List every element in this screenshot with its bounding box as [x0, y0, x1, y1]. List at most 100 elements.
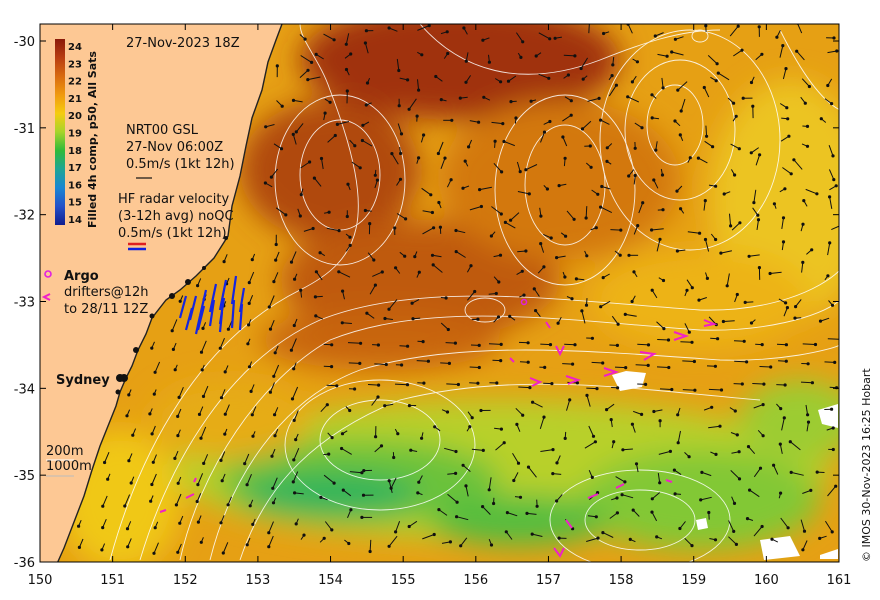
current-vector-head: [406, 78, 410, 82]
current-vector-head: [387, 544, 391, 548]
current-vector: [408, 98, 417, 110]
current-vector-head: [787, 134, 791, 138]
current-vector-head: [679, 207, 683, 211]
current-vector: [348, 362, 360, 364]
current-vector-head: [749, 321, 754, 325]
current-vector: [608, 84, 617, 97]
current-vector-head: [661, 278, 666, 283]
drifter-tracks: [159, 319, 718, 558]
current-vector-head: [785, 106, 789, 110]
current-vector-head: [673, 119, 677, 123]
current-vector-head: [596, 192, 600, 196]
current-vector-head: [654, 148, 658, 152]
current-vector-head: [733, 409, 737, 413]
current-vector-head: [247, 365, 252, 369]
current-vector-head: [101, 504, 105, 508]
current-vector-head: [279, 147, 284, 151]
current-vector: [467, 291, 476, 301]
current-vector-head: [550, 382, 554, 386]
current-vector-head: [473, 289, 477, 294]
current-vector: [391, 153, 399, 165]
current-vector-head: [499, 212, 503, 216]
current-vector-head: [508, 314, 512, 318]
current-vector: [469, 206, 482, 211]
current-vector: [203, 385, 209, 397]
current-vector: [362, 140, 373, 147]
current-vector: [455, 251, 466, 258]
current-vector: [781, 217, 784, 229]
current-vector: [326, 227, 340, 232]
current-vector-head: [660, 173, 665, 177]
drifters-line1: drifters@12h: [64, 285, 149, 300]
current-vector-head: [298, 214, 302, 218]
current-vector: [677, 81, 688, 91]
current-vector-head: [688, 156, 692, 160]
current-vector: [700, 496, 712, 501]
current-vector-head: [498, 253, 503, 257]
current-vector-head: [693, 388, 697, 392]
current-vector-head: [267, 305, 271, 309]
current-vector-head: [501, 122, 505, 126]
current-vector-head: [449, 178, 453, 182]
current-vector-head: [678, 133, 682, 137]
current-vector-head: [710, 405, 714, 409]
current-vector-head: [600, 184, 604, 189]
current-vector: [805, 188, 818, 195]
hf-scale: 0.5m/s (1kt 12h): [118, 226, 227, 241]
current-vector-head: [174, 503, 178, 507]
current-vector-head: [341, 488, 345, 492]
current-vector-head: [700, 470, 704, 474]
current-vector-head: [571, 527, 575, 531]
current-vector-head: [303, 37, 307, 41]
current-vector: [293, 448, 300, 461]
colorbar-tick-label: 19: [68, 129, 82, 140]
current-vector: [828, 169, 835, 180]
current-vector-head: [819, 117, 823, 121]
current-vector-head: [173, 368, 177, 372]
current-vector-head: [719, 388, 724, 392]
current-vector-head: [589, 165, 593, 169]
current-vector-head: [126, 545, 130, 549]
current-vector: [540, 131, 545, 143]
current-vector: [532, 401, 543, 408]
x-tick-label: 156: [463, 573, 488, 588]
colorbar: 24 23 22 21 20 19 18 17 16 15 14 Filled 4h comp, p…: [55, 39, 99, 228]
current-vector-head: [499, 342, 503, 346]
current-vector: [733, 49, 743, 57]
current-vector-head: [757, 25, 761, 29]
colorbar-tick-label: 24: [68, 42, 82, 53]
current-vector-head: [125, 414, 129, 418]
current-vector-head: [831, 447, 835, 452]
current-vector-head: [630, 299, 634, 304]
current-vector-head: [337, 229, 341, 233]
current-vector-head: [548, 119, 552, 124]
current-vector-head: [725, 284, 729, 288]
current-vector-head: [454, 250, 458, 254]
current-vector: [171, 319, 178, 331]
current-vector-head: [534, 54, 538, 58]
current-vector: [326, 384, 337, 387]
current-vector: [440, 322, 449, 330]
current-vector-head: [802, 529, 807, 533]
current-vector: [796, 50, 805, 61]
current-vector-head: [705, 134, 709, 138]
argo-label: Argo: [64, 269, 99, 284]
current-vector-head: [245, 483, 249, 487]
current-vector: [588, 425, 594, 437]
current-vector-head: [365, 311, 369, 315]
y-tick-label: -35: [14, 469, 35, 484]
current-vector-head: [131, 433, 135, 437]
current-vector-head: [299, 193, 303, 197]
current-vector-head: [348, 235, 352, 239]
current-vector-head: [374, 435, 378, 439]
current-vector: [219, 338, 225, 349]
current-vector: [293, 410, 299, 421]
current-vector-head: [494, 291, 498, 296]
current-vector-head: [420, 436, 424, 440]
current-vector: [220, 451, 226, 461]
current-vector-head: [202, 461, 206, 465]
current-vector-head: [106, 477, 110, 481]
current-vector-head: [176, 414, 180, 418]
current-vector-head: [294, 438, 298, 442]
current-vector-head: [195, 499, 199, 504]
